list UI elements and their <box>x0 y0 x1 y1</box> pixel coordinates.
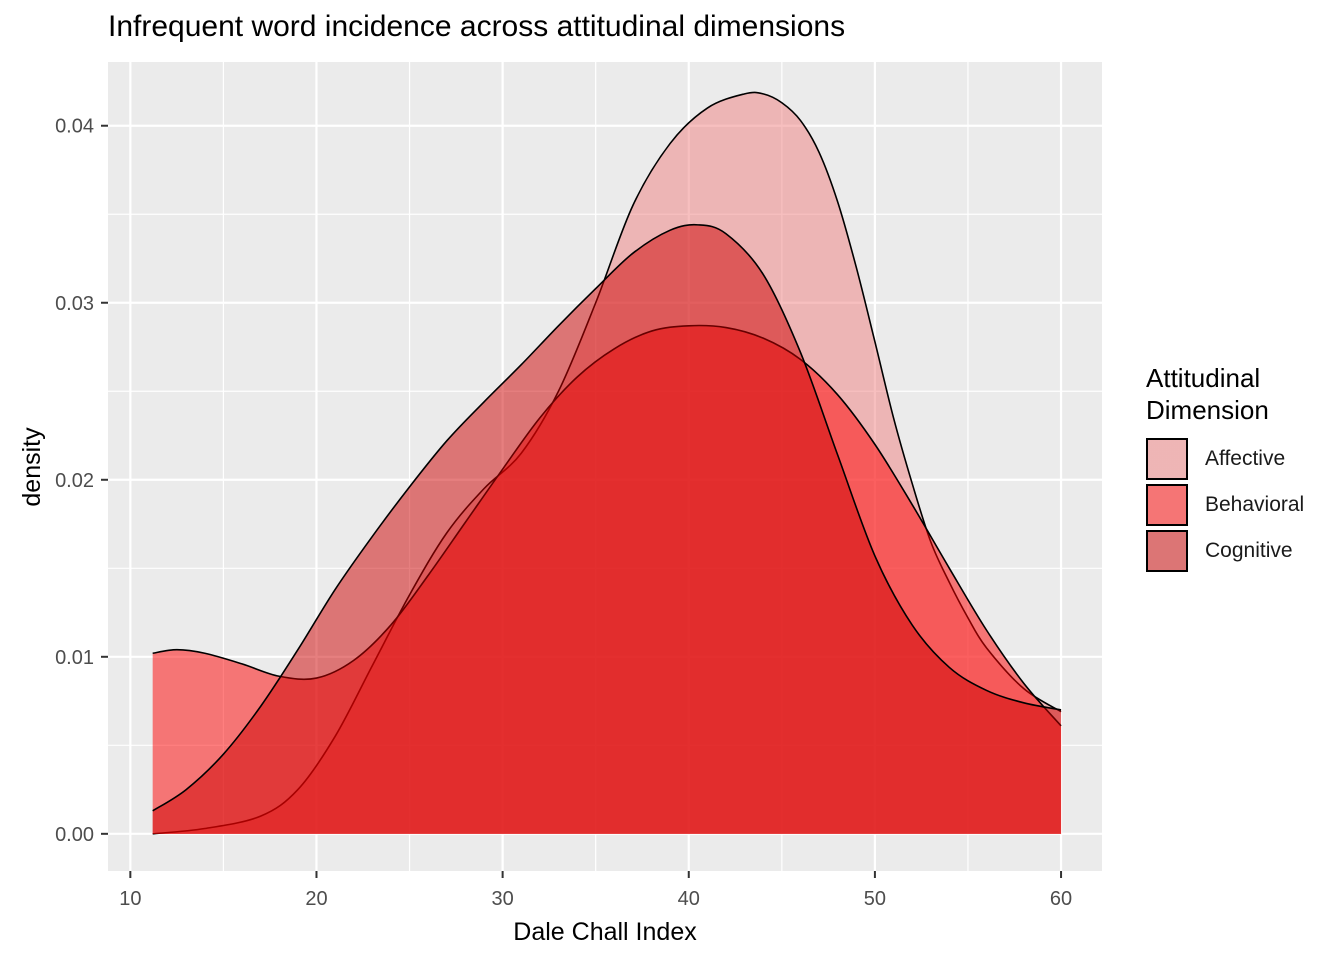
x-tick-label: 50 <box>864 888 886 910</box>
y-tick-label: 0.00 <box>55 824 94 846</box>
chart-title: Infrequent word incidence across attitud… <box>108 10 846 43</box>
legend-item-behavioral: Behavioral <box>1146 482 1304 528</box>
legend: Attitudinal Dimension Affective Behavior… <box>1146 362 1304 574</box>
legend-title: Attitudinal Dimension <box>1146 362 1304 426</box>
legend-label-cognitive: Cognitive <box>1205 539 1293 562</box>
x-axis-title: Dale Chall Index <box>513 918 697 946</box>
legend-key-affective <box>1146 438 1188 480</box>
legend-title-line: Attitudinal <box>1146 363 1261 393</box>
legend-items: Affective Behavioral Cognitive <box>1146 436 1304 574</box>
y-tick-label: 0.03 <box>55 293 94 315</box>
y-axis-title: density <box>18 427 46 507</box>
legend-key-behavioral <box>1146 484 1188 526</box>
legend-item-cognitive: Cognitive <box>1146 528 1304 574</box>
legend-key-cognitive <box>1146 530 1188 572</box>
y-tick-label: 0.04 <box>55 116 94 138</box>
x-tick-label: 30 <box>491 888 513 910</box>
density-area-cognitive <box>152 224 1062 834</box>
legend-item-affective: Affective <box>1146 436 1304 482</box>
x-tick-label: 60 <box>1050 888 1072 910</box>
y-tick-label: 0.01 <box>55 647 94 669</box>
y-tick-label: 0.02 <box>55 470 94 492</box>
x-tick-label: 40 <box>678 888 700 910</box>
legend-label-affective: Affective <box>1205 447 1286 470</box>
x-tick-label: 20 <box>305 888 327 910</box>
axis-tick-labels: 10 20 30 40 50 60 0.00 0.01 0.02 0.03 0.04 <box>55 116 1072 910</box>
x-tick-label: 10 <box>119 888 141 910</box>
density-outline-cognitive <box>152 223 1062 812</box>
legend-label-behavioral: Behavioral <box>1205 493 1305 516</box>
axis-ticks <box>101 124 1063 878</box>
legend-title-line: Dimension <box>1146 395 1269 425</box>
density-areas <box>152 91 1062 835</box>
